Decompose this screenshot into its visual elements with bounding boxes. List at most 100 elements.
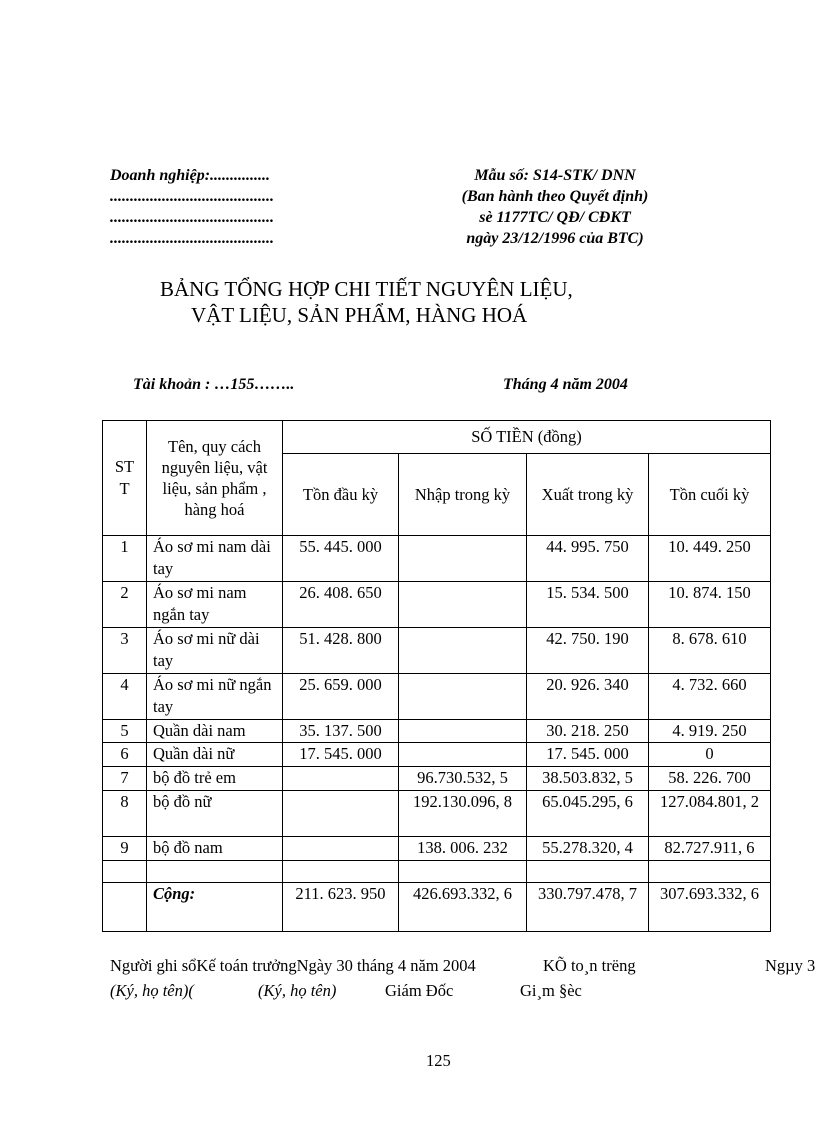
name-cell: bộ đồ trẻ em [146, 766, 283, 791]
table-row: 1 Áo sơ mi nam dài tay 55. 445. 000 44. 995… [102, 535, 771, 582]
outflow-cell: 42. 750. 190 [526, 627, 649, 674]
form-line: Mẫu số: S14-STK/ DNN [474, 167, 636, 184]
name-cell: Quần dài nữ [146, 742, 283, 767]
outflow-cell: 20. 926. 340 [526, 673, 649, 720]
company-line: ........................................… [110, 188, 274, 205]
company-line: ........................................… [110, 209, 274, 226]
table-row: 9 bộ đồ nam 138. 006. 232 55.278.320, 4 82.7… [102, 836, 771, 861]
inflow-cell [398, 673, 527, 720]
outflow-cell [526, 860, 649, 883]
table-row [102, 860, 771, 883]
header-stt: ST T [102, 420, 147, 536]
name-cell [146, 860, 283, 883]
stt-cell: 1 [102, 535, 147, 582]
stt-cell: 5 [102, 719, 147, 743]
name-cell: Quần dài nam [146, 719, 283, 743]
footer-director: Giám Đốc [385, 981, 454, 1000]
header-outflow: Xuất trong kỳ [526, 453, 649, 536]
outflow-cell: 44. 995. 750 [526, 535, 649, 582]
doc-title-line1: BẢNG TỔNG HỢP CHI TIẾT NGUYÊN LIỆU, [160, 277, 573, 301]
header-closing: Tồn cuối kỳ [648, 453, 771, 536]
inflow-cell: 192.130.096, 8 [398, 790, 527, 837]
outflow-cell: 65.045.295, 6 [526, 790, 649, 837]
opening-cell: 17. 545. 000 [282, 742, 399, 767]
closing-cell: 0 [648, 742, 771, 767]
opening-cell [282, 790, 399, 837]
name-cell: bộ đồ nam [146, 836, 283, 861]
account-label: Tài khoản : …155…….. [133, 376, 295, 393]
closing-cell [648, 860, 771, 883]
table-row: 4 Áo sơ mi nữ ngắn tay 25. 659. 000 20. 926… [102, 673, 771, 720]
closing-cell: 4. 919. 250 [648, 719, 771, 743]
outflow-cell: 15. 534. 500 [526, 581, 649, 628]
opening-cell: 26. 408. 650 [282, 581, 399, 628]
inflow-cell [398, 627, 527, 674]
closing-cell: 10. 874. 150 [648, 581, 771, 628]
closing-cell: 10. 449. 250 [648, 535, 771, 582]
total-inflow: 426.693.332, 6 [398, 882, 527, 932]
header-opening: Tồn đầu kỳ [282, 453, 399, 536]
opening-cell: 35. 137. 500 [282, 719, 399, 743]
total-closing: 307.693.332, 6 [648, 882, 771, 932]
footer-chief-accountant-legacy: KÕ to¸n tr­ëng [543, 956, 636, 975]
inflow-cell [398, 860, 527, 883]
header-name: Tên, quy cách nguyên liệu, vật liệu, sản… [146, 420, 283, 536]
total-opening: 211. 623. 950 [282, 882, 399, 932]
inflow-cell [398, 535, 527, 582]
table-row: 8 bộ đồ nữ 192.130.096, 8 65.045.295, 6 127.… [102, 790, 771, 837]
stt-cell: 7 [102, 766, 147, 791]
opening-cell: 25. 659. 000 [282, 673, 399, 720]
header-money: SỐ TIỀN (đồng) [282, 420, 771, 454]
table-row: 5 Quần dài nam 35. 137. 500 30. 218. 250 4. … [102, 719, 771, 743]
inflow-cell [398, 581, 527, 628]
name-cell: Áo sơ mi nữ ngắn tay [146, 673, 283, 720]
form-line: sè 1177TC/ QĐ/ CĐKT [479, 209, 631, 226]
table-row: 3 Áo sơ mi nữ dài tay 51. 428. 800 42. 750.… [102, 627, 771, 674]
table-row: 6 Quần dài nữ 17. 545. 000 17. 545. 000 0 [102, 742, 771, 767]
stt-cell: 8 [102, 790, 147, 837]
opening-cell: 51. 428. 800 [282, 627, 399, 674]
outflow-cell: 55.278.320, 4 [526, 836, 649, 861]
closing-cell: 4. 732. 660 [648, 673, 771, 720]
opening-cell: 55. 445. 000 [282, 535, 399, 582]
stt-cell [102, 860, 147, 883]
footer-signers: Người ghi sổKế toán trưởngNgày 30 tháng … [110, 956, 476, 975]
total-label: Cộng: [146, 882, 283, 932]
total-outflow: 330.797.478, 7 [526, 882, 649, 932]
outflow-cell: 38.503.832, 5 [526, 766, 649, 791]
name-cell: Áo sơ mi nữ dài tay [146, 627, 283, 674]
outflow-cell: 30. 218. 250 [526, 719, 649, 743]
stt-cell: 6 [102, 742, 147, 767]
form-line: ngày 23/12/1996 của BTC) [466, 230, 644, 247]
stt-cell: 4 [102, 673, 147, 720]
page-number: 125 [426, 1051, 451, 1070]
footer-date-legacy: Ngµy 3 [765, 956, 816, 975]
outflow-cell: 17. 545. 000 [526, 742, 649, 767]
name-cell: Áo sơ mi nam ngắn tay [146, 581, 283, 628]
period-label: Tháng 4 năm 2004 [503, 376, 628, 393]
table-row: 2 Áo sơ mi nam ngắn tay 26. 408. 650 15. 53… [102, 581, 771, 628]
name-cell: bộ đồ nữ [146, 790, 283, 837]
stt-cell: 9 [102, 836, 147, 861]
footer-sign-note-1: (Ký, họ tên)( [110, 981, 194, 1000]
inflow-cell: 138. 006. 232 [398, 836, 527, 861]
form-code-block: Mẫu số: S14-STK/ DNN (Ban hành theo Quyế… [420, 165, 690, 249]
opening-cell [282, 836, 399, 861]
company-block: Doanh nghiệp:............... ...........… [110, 165, 274, 249]
closing-cell: 8. 678. 610 [648, 627, 771, 674]
stt-cell: 2 [102, 581, 147, 628]
company-line: Doanh nghiệp:............... [110, 167, 271, 184]
doc-title-line2: VẬT LIỆU, SẢN PHẨM, HÀNG HOÁ [191, 303, 528, 327]
form-line: (Ban hành theo Quyết định) [461, 188, 649, 205]
closing-cell: 82.727.911, 6 [648, 836, 771, 861]
opening-cell [282, 860, 399, 883]
stt-cell: 3 [102, 627, 147, 674]
footer-director-legacy: Gi¸m §èc [520, 981, 582, 1000]
summary-table: ST T Tên, quy cách nguyên liệu, vật liệu… [102, 420, 771, 932]
company-line: ........................................… [110, 230, 274, 247]
inflow-cell [398, 742, 527, 767]
footer-sign-note-2: (Ký, họ tên) [258, 981, 337, 1000]
closing-cell: 127.084.801, 2 [648, 790, 771, 837]
